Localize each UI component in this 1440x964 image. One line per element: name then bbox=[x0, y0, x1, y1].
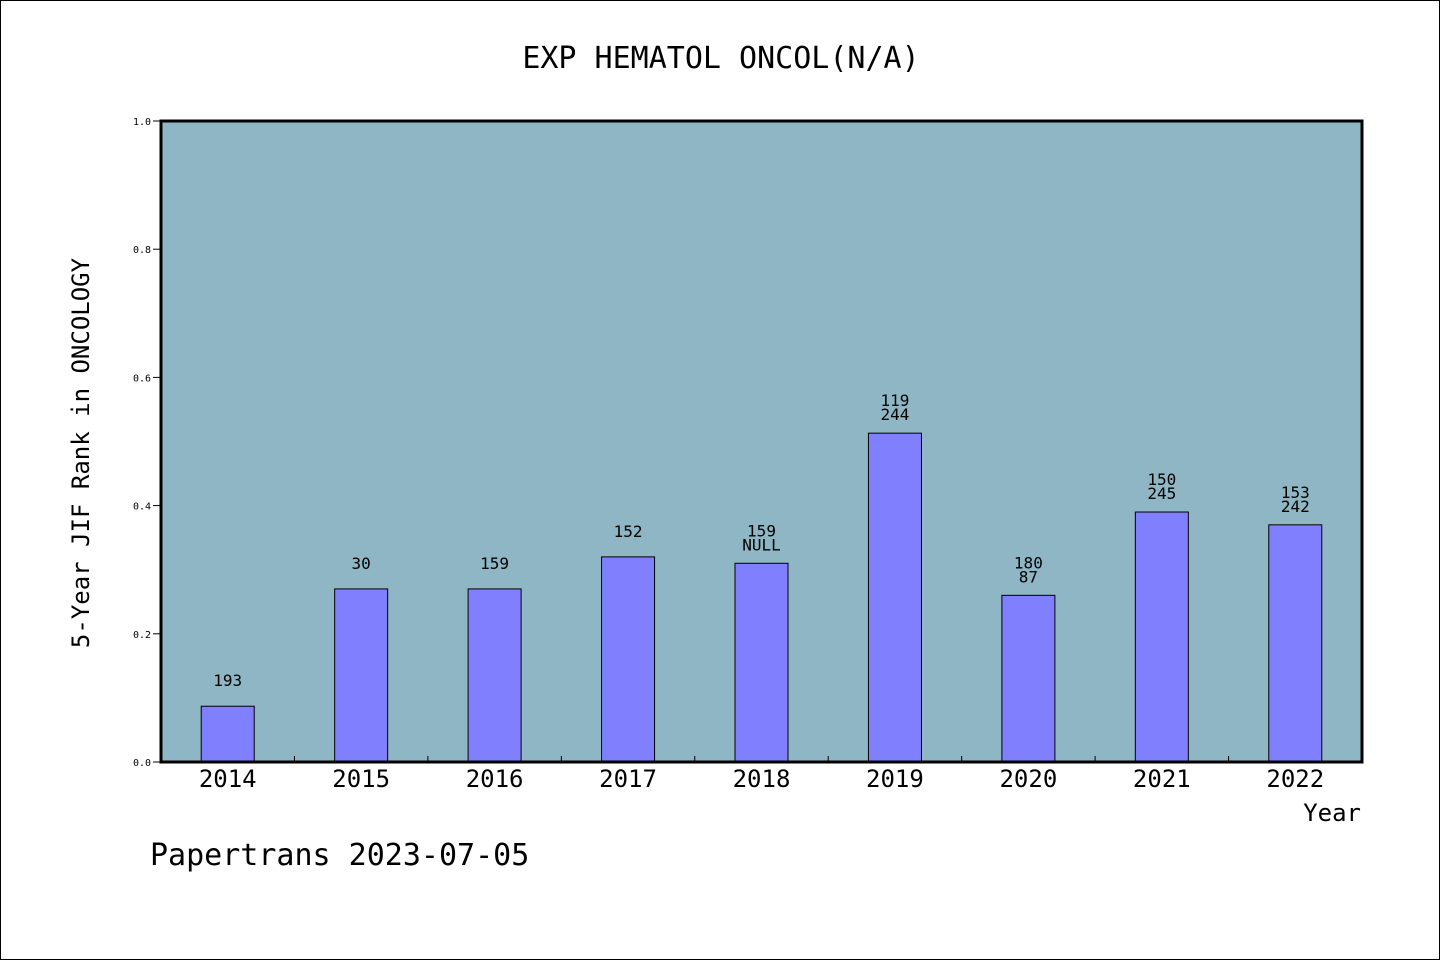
bar bbox=[334, 588, 389, 763]
bar-data-label: 119 bbox=[880, 391, 909, 410]
x-axis: 2014 2015 2016 2017 2018 2019 2020 2021 2022 bbox=[199, 756, 1324, 793]
watermark: Papertrans 2023-07-05 bbox=[150, 838, 529, 873]
bar-data-label: NULL bbox=[742, 535, 781, 554]
bar-data-label: 244 bbox=[880, 405, 909, 424]
plot-border bbox=[159, 119, 1364, 764]
x-tick-label: 2020 bbox=[999, 765, 1057, 793]
bar-data-label: 180 bbox=[1014, 553, 1043, 572]
bar-data-label: 152 bbox=[614, 522, 643, 541]
bar bbox=[867, 432, 922, 763]
bars bbox=[200, 432, 1323, 763]
bar-data-label: 242 bbox=[1281, 497, 1310, 516]
x-tick-label: 2022 bbox=[1266, 765, 1324, 793]
bar bbox=[734, 562, 789, 763]
bar bbox=[1001, 594, 1056, 763]
x-tick-label: 2014 bbox=[199, 765, 257, 793]
y-tick-label: 0.8 bbox=[133, 245, 151, 256]
bar bbox=[601, 556, 656, 763]
bar-data-label: 159 bbox=[747, 521, 776, 540]
y-tick-label: 0.6 bbox=[133, 373, 151, 384]
bar-data-label: 245 bbox=[1147, 484, 1176, 503]
y-tick-label: 0.0 bbox=[133, 758, 151, 769]
x-axis-label: Year bbox=[1303, 799, 1361, 827]
x-tick-label: 2015 bbox=[332, 765, 390, 793]
bar bbox=[1268, 524, 1323, 763]
x-tick-label: 2016 bbox=[466, 765, 524, 793]
chart-title: EXP HEMATOL ONCOL(N/A) bbox=[522, 41, 919, 76]
bar bbox=[200, 705, 255, 763]
bar-data-label: 193 bbox=[213, 671, 242, 690]
y-tick-label: 1.0 bbox=[133, 117, 151, 128]
bar-data-label: 153 bbox=[1281, 483, 1310, 502]
y-axis: 0.0 0.2 0.4 0.6 0.8 1.0 bbox=[133, 117, 161, 769]
x-tick-label: 2021 bbox=[1133, 765, 1191, 793]
bar bbox=[1134, 511, 1189, 763]
bar-data-label: 87 bbox=[1019, 567, 1038, 586]
x-tick-label: 2018 bbox=[733, 765, 791, 793]
x-tick-label: 2019 bbox=[866, 765, 924, 793]
y-axis-label: 5-Year JIF Rank in ONCOLOGY bbox=[67, 257, 95, 648]
y-tick-label: 0.4 bbox=[133, 502, 151, 513]
bar bbox=[467, 588, 522, 763]
y-tick-label: 0.2 bbox=[133, 630, 151, 641]
bar-data-label: 150 bbox=[1147, 470, 1176, 489]
bar-data-label: 159 bbox=[480, 554, 509, 573]
x-tick-label: 2017 bbox=[599, 765, 657, 793]
bar-data-label: 30 bbox=[352, 554, 371, 573]
